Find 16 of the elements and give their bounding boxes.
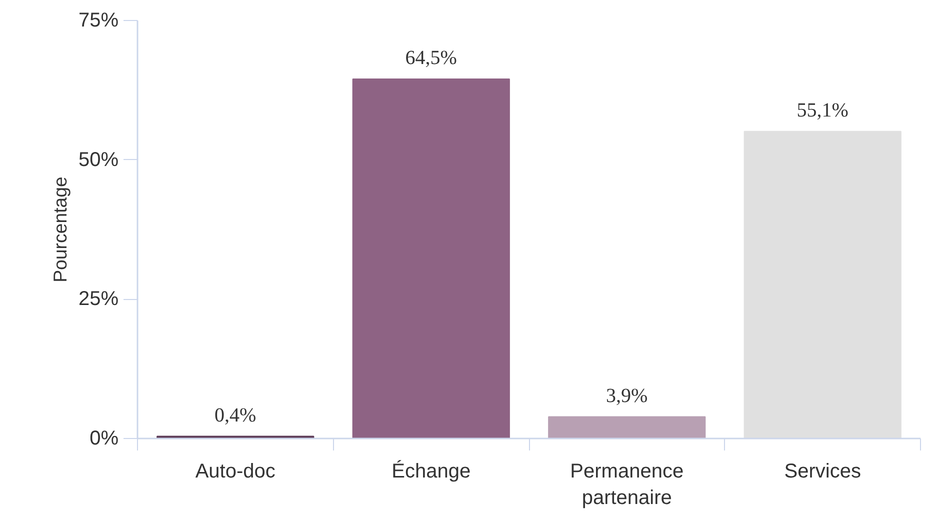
x-tick-label: Permanence partenaire [570, 460, 684, 509]
x-tick-label: Services [784, 460, 861, 482]
y-tick-label: 25% [78, 288, 119, 310]
y-tick-label: 0% [90, 428, 119, 450]
bar [548, 416, 706, 438]
data-label: 55,1% [796, 99, 848, 122]
y-tick-label: 75% [78, 10, 119, 32]
data-label: 3,9% [606, 384, 648, 407]
x-tick-label: Échange [392, 460, 471, 482]
bar [352, 78, 510, 438]
y-axis-title: Pourcentage [49, 176, 70, 282]
data-label: 0,4% [214, 404, 256, 426]
x-tick-label: Auto-doc [195, 460, 276, 482]
bar [744, 130, 902, 438]
data-label: 64,5% [405, 47, 457, 70]
y-tick-label: 50% [78, 148, 119, 171]
